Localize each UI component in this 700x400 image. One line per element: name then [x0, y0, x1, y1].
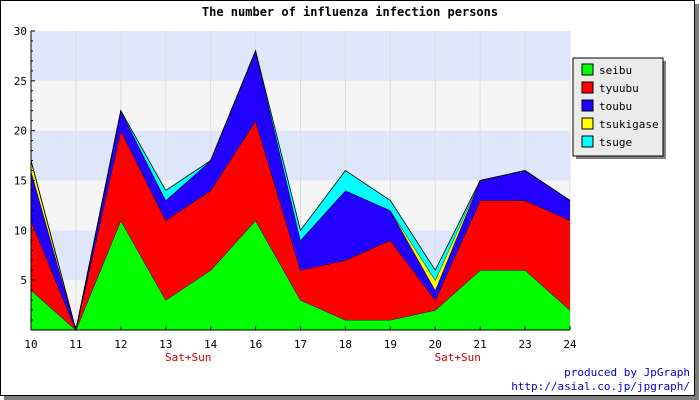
x-tick-label: 19 — [384, 338, 397, 351]
x-tick-label: 20 — [429, 338, 442, 351]
x-tick-label: 18 — [339, 338, 352, 351]
area-outline-tsuge — [30, 49, 571, 331]
x-tick-label: 14 — [204, 338, 218, 351]
legend-swatch-toubu — [581, 99, 594, 112]
legend-swatch-tsuge — [581, 135, 594, 148]
area-series — [30, 49, 571, 332]
legend-label-tyuubu: tyuubu — [599, 82, 639, 95]
y-tick-label: 30 — [14, 25, 27, 38]
chart-title: The number of influenza infection person… — [202, 5, 498, 19]
credit-line-1: produced by JpGraph — [564, 366, 690, 379]
x-tick-label: 16 — [249, 338, 262, 351]
x-tick-label: 17 — [294, 338, 307, 351]
credit-line-2[interactable]: http://asial.co.jp/jpgraph/ — [511, 380, 690, 393]
x-tick-label: 21 — [474, 338, 487, 351]
x-tick-label: 10 — [24, 338, 37, 351]
x-tick-label: 13 — [159, 338, 172, 351]
y-tick-label: 15 — [14, 175, 27, 188]
x-tick-label: 12 — [114, 338, 127, 351]
axes: 5 10 15 20 25 30 10 11 12 13 14 16 17 18 19 20 21 23 24 Sat… — [14, 25, 577, 364]
legend-swatch-tsukigase — [581, 117, 594, 130]
weekend-label: Sat+Sun — [165, 351, 211, 364]
x-tick-label: 24 — [563, 338, 577, 351]
legend-swatch-tyuubu — [581, 81, 594, 94]
legend-label-tsukigase: tsukigase — [599, 118, 659, 131]
legend: seibu tyuubu toubu tsukigase tsuge — [572, 57, 666, 159]
y-tick-label: 10 — [14, 224, 27, 237]
weekend-label: Sat+Sun — [435, 351, 481, 364]
x-tick-label: 23 — [518, 338, 531, 351]
legend-label-toubu: toubu — [599, 100, 632, 113]
legend-swatch-seibu — [581, 63, 594, 76]
y-tick-label: 5 — [20, 274, 27, 287]
legend-label-tsuge: tsuge — [599, 136, 632, 149]
area-tyuubu — [31, 120, 570, 330]
legend-label-seibu: seibu — [599, 64, 632, 77]
x-tick-label: 11 — [69, 338, 82, 351]
y-tick-label: 25 — [14, 75, 27, 88]
y-tick-label: 20 — [14, 125, 27, 138]
area-seibu — [31, 220, 570, 330]
